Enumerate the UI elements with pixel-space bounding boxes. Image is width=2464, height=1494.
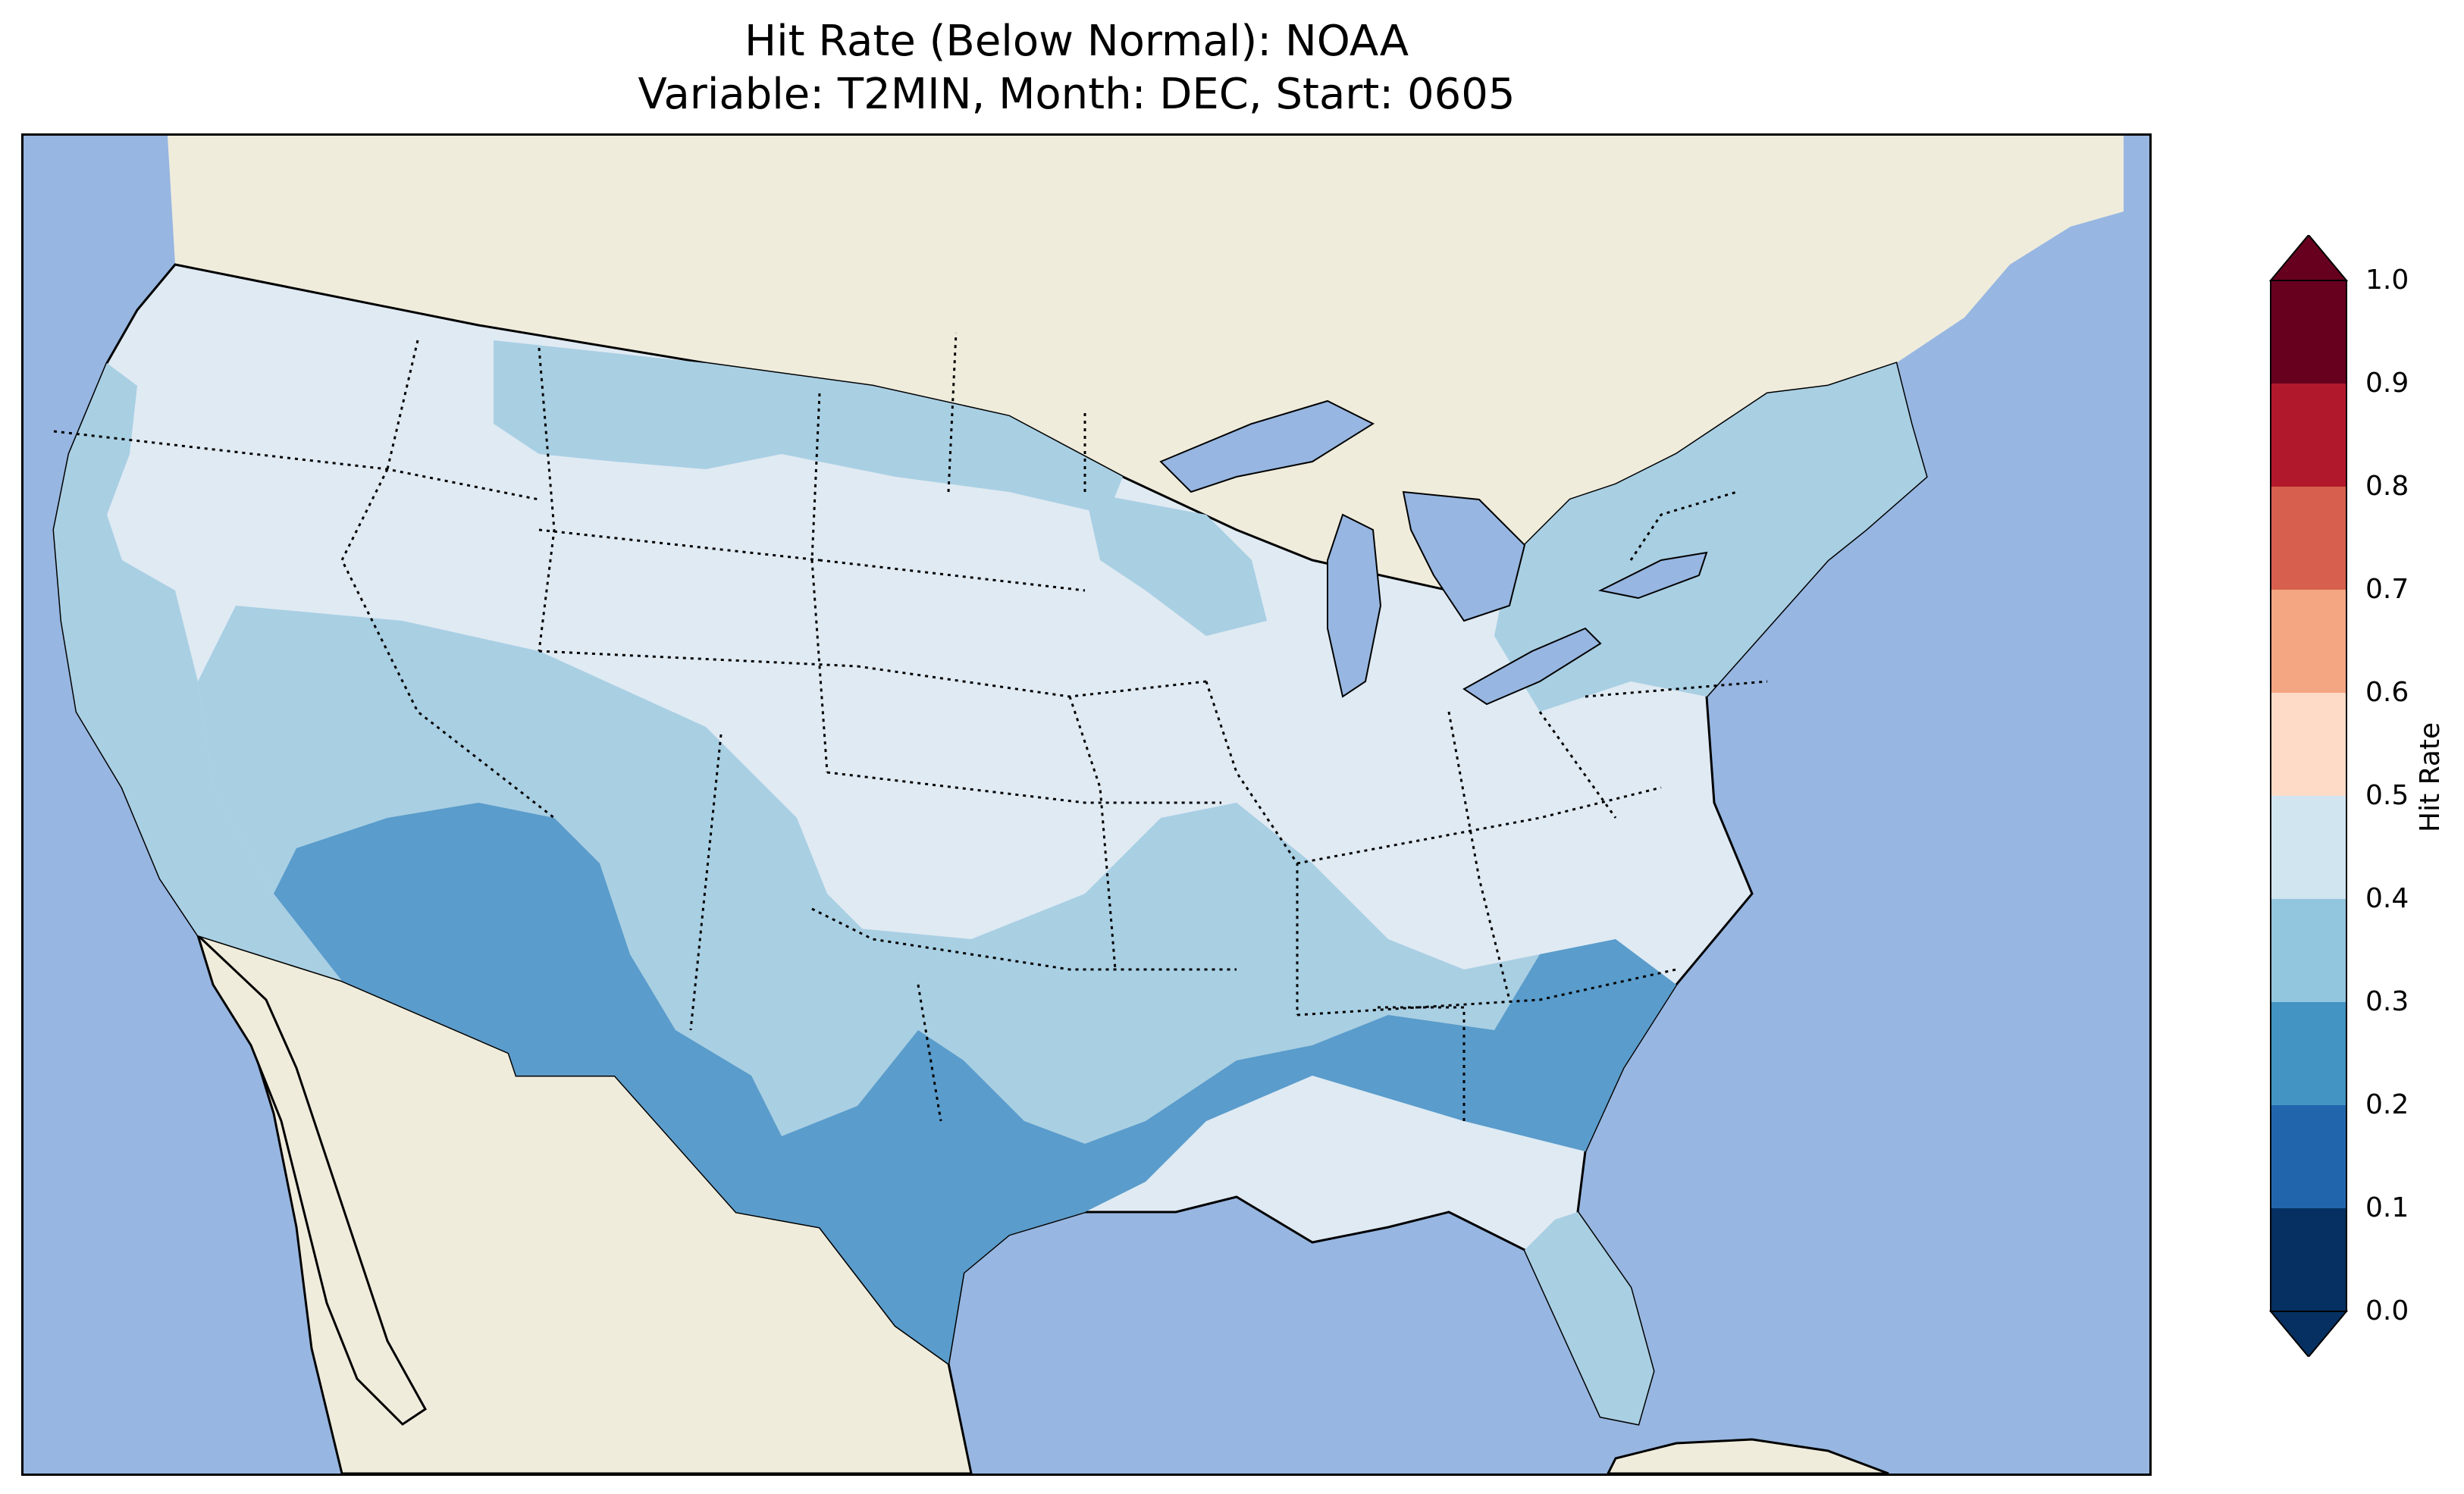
colorbar-label: Hit Rate [2415,722,2446,832]
lake-erie [1462,627,1602,706]
colorbar-tick-label: 0.3 [2365,986,2409,1017]
colorbar-bin-0.8-0.9 [2271,384,2346,487]
colorbar-tick-label: 0.9 [2365,368,2409,399]
lake-huron [1402,490,1526,622]
colorbar-tick-label: 0.1 [2365,1192,2409,1223]
figure-subtitle: Variable: T2MIN, Month: DEC, Start: 0605 [638,70,1516,119]
region-texas-0.2-0.3 [736,939,1676,1364]
figure-title: Hit Rate (Below Normal): NOAA [744,17,1409,66]
colorbar-tick-label: 0.8 [2365,471,2409,502]
region-california-0.3-0.4 [54,363,342,981]
state-borders [53,332,1768,1122]
canada-landmass [168,136,2124,590]
colorbar-bin-0.6-0.7 [2271,590,2346,693]
colorbar-bin-0.9-1 [2271,280,2346,384]
map-canvas [24,136,2149,1474]
region-north-plains-0.3-0.4 [494,340,1123,515]
baja-california [195,932,427,1426]
colorbar-bin-0.5-0.6 [2271,693,2346,796]
region-interior-west-0.3-0.4 [198,606,1039,1227]
colorbar-tick-label: 0.2 [2365,1089,2409,1120]
colorbar-outline [2270,280,2347,1312]
lake-michigan [1327,513,1382,698]
colorbar-extend-high [2268,235,2349,281]
lake-ontario [1597,551,1708,600]
colorbar-tick-label: 0.0 [2365,1295,2409,1326]
colorbar-bin-0-0.1 [2271,1208,2346,1311]
colorbar-tick-label: 0.5 [2365,780,2409,811]
colorbar-bins [2271,280,2346,1311]
colorbar [2268,235,2349,1357]
colorbar-bin-0.7-0.8 [2271,487,2346,590]
colorbar-extend-low [2268,1311,2349,1357]
lake-superior [1159,399,1375,493]
colorbar-bin-0.4-0.5 [2271,796,2346,899]
colorbar-tick-label: 0.7 [2365,574,2409,605]
colorbar-tick-label: 0.6 [2365,677,2409,708]
colorbar-tick-label: 0.4 [2365,883,2409,914]
colorbar-bin-0.3-0.4 [2271,899,2346,1002]
colorbar-bin-0.1-0.2 [2271,1105,2346,1208]
colorbar-bin-0.2-0.3 [2271,1002,2346,1105]
map-panel [21,133,2152,1476]
region-upper-midwest-0.3-0.4 [1085,492,1267,636]
cuba-landmass [1607,1438,1889,1474]
colorbar-tick-label: 1.0 [2365,265,2409,296]
region-florida-0.3-0.4 [1525,1212,1654,1424]
region-northeast-0.3-0.4 [1494,363,1926,712]
region-southwest-0.2-0.3 [274,803,857,1227]
